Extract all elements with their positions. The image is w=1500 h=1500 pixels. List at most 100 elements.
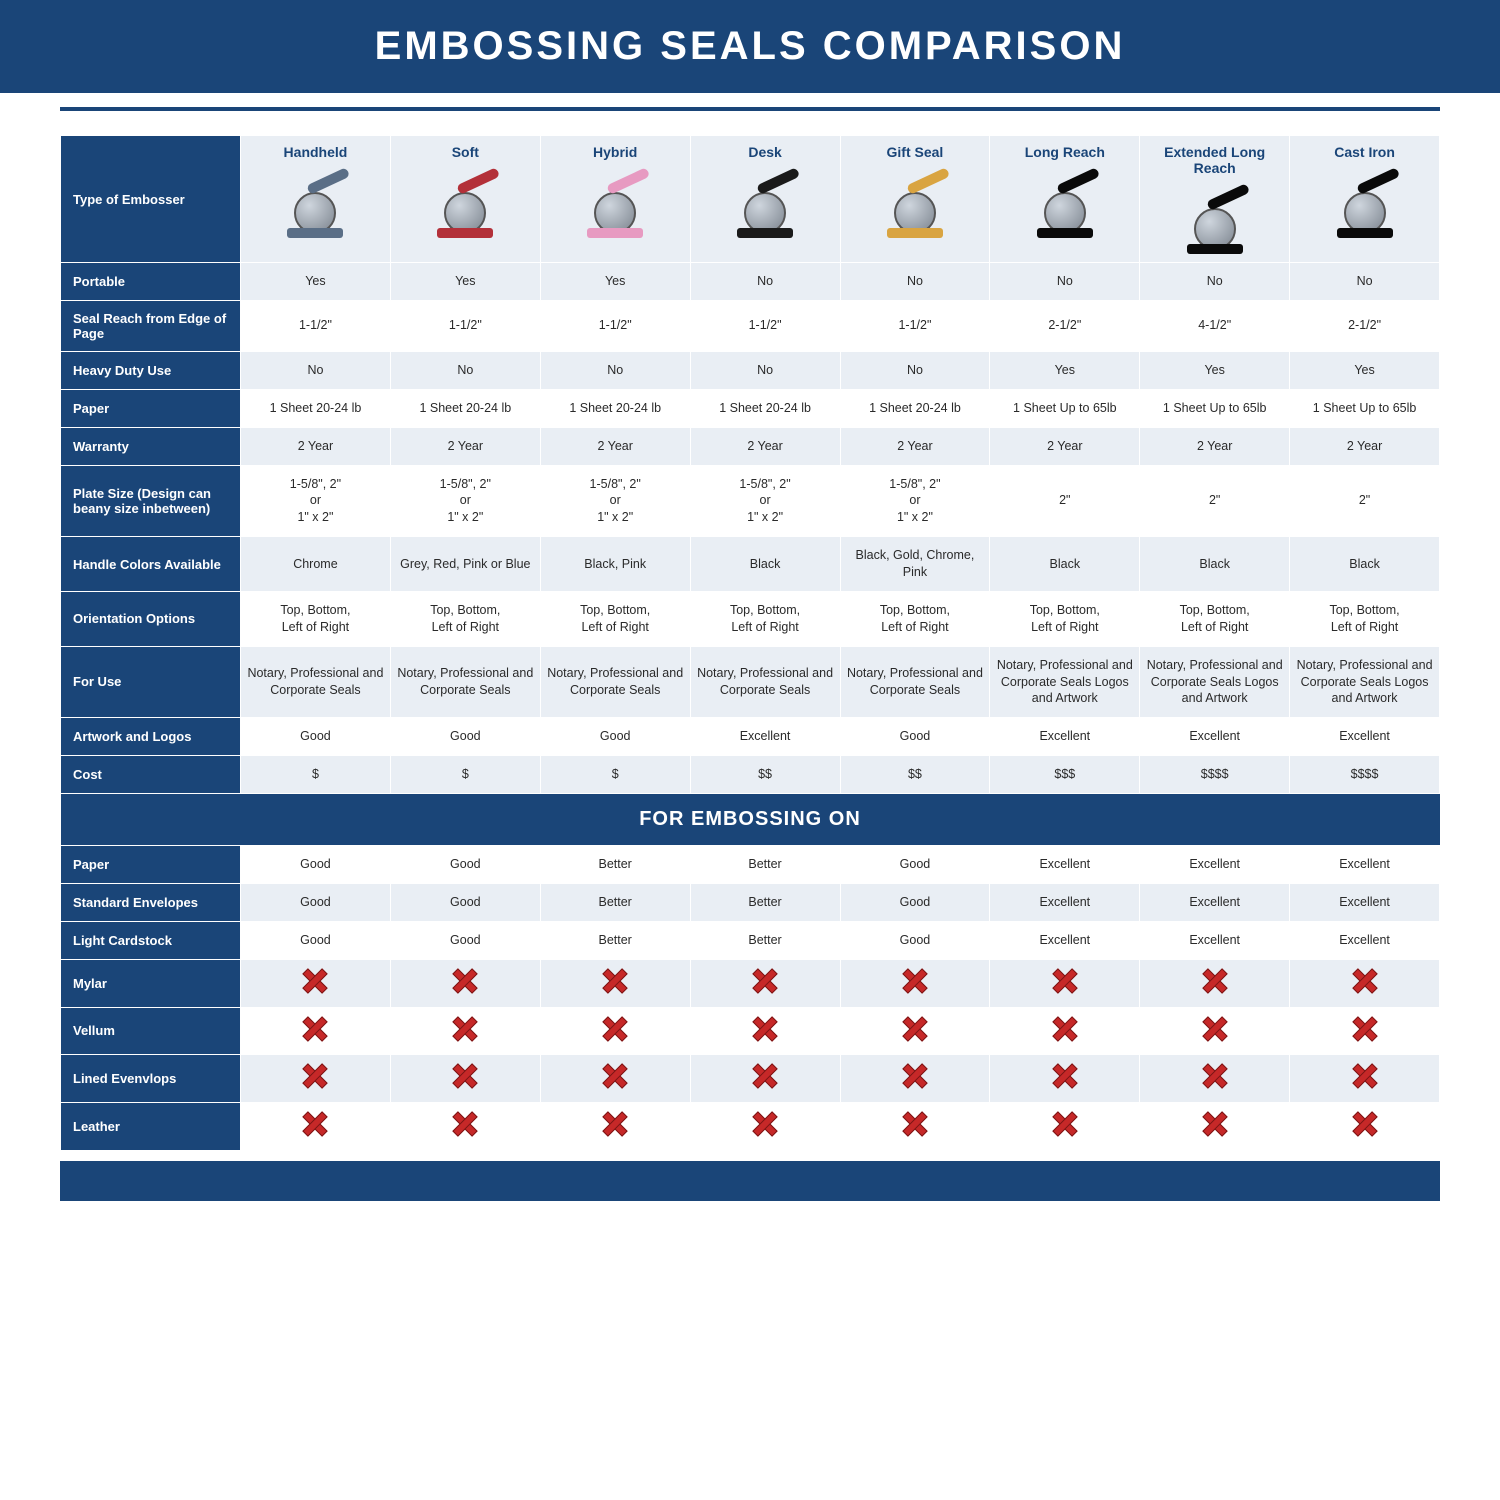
cell: 1-5/8", 2"or1" x 2": [390, 465, 540, 537]
cell: No: [840, 263, 990, 301]
row-label: Mylar: [61, 959, 241, 1007]
row-label: Standard Envelopes: [61, 883, 241, 921]
table-row: Plate Size (Design can beany size inbetw…: [61, 465, 1440, 537]
not-recommended-icon: [454, 1065, 476, 1087]
cell: No: [990, 263, 1140, 301]
cell: Top, Bottom,Left of Right: [990, 591, 1140, 646]
not-recommended-icon: [604, 1065, 626, 1087]
divider: [60, 107, 1440, 111]
cell: $: [540, 756, 690, 794]
cell: 1 Sheet 20-24 lb: [840, 389, 990, 427]
not-recommended-icon: [304, 970, 326, 992]
cell: Excellent: [1140, 921, 1290, 959]
cell: Excellent: [690, 718, 840, 756]
table-row: Standard EnvelopesGoodGoodBetterBetterGo…: [61, 883, 1440, 921]
row-label: Paper: [61, 846, 241, 884]
cell: Better: [540, 921, 690, 959]
cell: 1-1/2": [540, 300, 690, 351]
cell: Grey, Red, Pink or Blue: [390, 537, 540, 592]
embosser-icon: [1144, 180, 1285, 258]
cell: Excellent: [1290, 718, 1440, 756]
cell: Excellent: [990, 846, 1140, 884]
cell: $$$: [990, 756, 1140, 794]
cell: Good: [840, 718, 990, 756]
embosser-icon: [545, 164, 686, 242]
not-recommended-icon: [1204, 1018, 1226, 1040]
table-row: PaperGoodGoodBetterBetterGoodExcellentEx…: [61, 846, 1440, 884]
not-recommended-icon: [604, 1113, 626, 1135]
column-header: Long Reach: [990, 136, 1140, 263]
cell: Good: [390, 883, 540, 921]
column-header: Soft: [390, 136, 540, 263]
table-row: Heavy Duty UseNoNoNoNoNoYesYesYes: [61, 351, 1440, 389]
cell: [690, 959, 840, 1007]
cell: Better: [540, 883, 690, 921]
cell: Notary, Professional and Corporate Seals…: [990, 646, 1140, 718]
not-recommended-icon: [304, 1018, 326, 1040]
cell: 1 Sheet Up to 65lb: [1140, 389, 1290, 427]
not-recommended-icon: [1054, 1018, 1076, 1040]
cell: [990, 959, 1140, 1007]
table-row: Seal Reach from Edge of Page 1-1/2" 1-1/2"…: [61, 300, 1440, 351]
cell: Yes: [990, 351, 1140, 389]
row-label: Seal Reach from Edge of Page: [61, 300, 241, 351]
not-recommended-icon: [1054, 970, 1076, 992]
cell: [1290, 959, 1440, 1007]
table-wrap: Type of Embosser HandheldSoftHybridDeskG…: [0, 125, 1500, 1151]
not-recommended-icon: [904, 1113, 926, 1135]
cell: Black: [1140, 537, 1290, 592]
table-row: Mylar: [61, 959, 1440, 1007]
table-row: For UseNotary, Professional and Corporat…: [61, 646, 1440, 718]
cell: 2": [1290, 465, 1440, 537]
cell: [990, 1007, 1140, 1055]
not-recommended-icon: [754, 1065, 776, 1087]
not-recommended-icon: [1204, 970, 1226, 992]
cell: Notary, Professional and Corporate Seals: [690, 646, 840, 718]
cell: No: [840, 351, 990, 389]
cell: [840, 959, 990, 1007]
embosser-icon: [695, 164, 836, 242]
not-recommended-icon: [904, 970, 926, 992]
cell: 1 Sheet 20-24 lb: [690, 389, 840, 427]
not-recommended-icon: [604, 970, 626, 992]
row-label: Portable: [61, 263, 241, 301]
column-label: Cast Iron: [1294, 144, 1435, 160]
cell: 2 Year: [540, 427, 690, 465]
column-label: Gift Seal: [845, 144, 986, 160]
cell: $: [241, 756, 391, 794]
cell: 2 Year: [990, 427, 1140, 465]
comparison-table: Type of Embosser HandheldSoftHybridDeskG…: [60, 135, 1440, 1151]
cell: [390, 1007, 540, 1055]
cell: Top, Bottom,Left of Right: [690, 591, 840, 646]
cell: [540, 1007, 690, 1055]
cell: [241, 1007, 391, 1055]
cell: 2-1/2": [990, 300, 1140, 351]
cell: Chrome: [241, 537, 391, 592]
row-label: Plate Size (Design can beany size inbetw…: [61, 465, 241, 537]
row-label: Cost: [61, 756, 241, 794]
cell: Black: [990, 537, 1140, 592]
cell: $$$$: [1290, 756, 1440, 794]
cell: 1 Sheet Up to 65lb: [1290, 389, 1440, 427]
cell: Excellent: [990, 883, 1140, 921]
cell: Excellent: [1290, 846, 1440, 884]
column-label: Handheld: [245, 144, 386, 160]
cell: [540, 1103, 690, 1151]
column-label: Desk: [695, 144, 836, 160]
table-row: Handle Colors AvailableChromeGrey, Red, …: [61, 537, 1440, 592]
column-label: Soft: [395, 144, 536, 160]
cell: Black: [1290, 537, 1440, 592]
cell: Excellent: [990, 921, 1140, 959]
not-recommended-icon: [904, 1065, 926, 1087]
table-row: Warranty2 Year2 Year2 Year2 Year2 Year2 …: [61, 427, 1440, 465]
cell: No: [690, 263, 840, 301]
row-label: Orientation Options: [61, 591, 241, 646]
cell: 2": [1140, 465, 1290, 537]
cell: 1 Sheet Up to 65lb: [990, 389, 1140, 427]
cell: [690, 1007, 840, 1055]
row-label: Warranty: [61, 427, 241, 465]
cell: No: [390, 351, 540, 389]
cell: Good: [390, 718, 540, 756]
cell: [840, 1103, 990, 1151]
cell: 1-1/2": [840, 300, 990, 351]
